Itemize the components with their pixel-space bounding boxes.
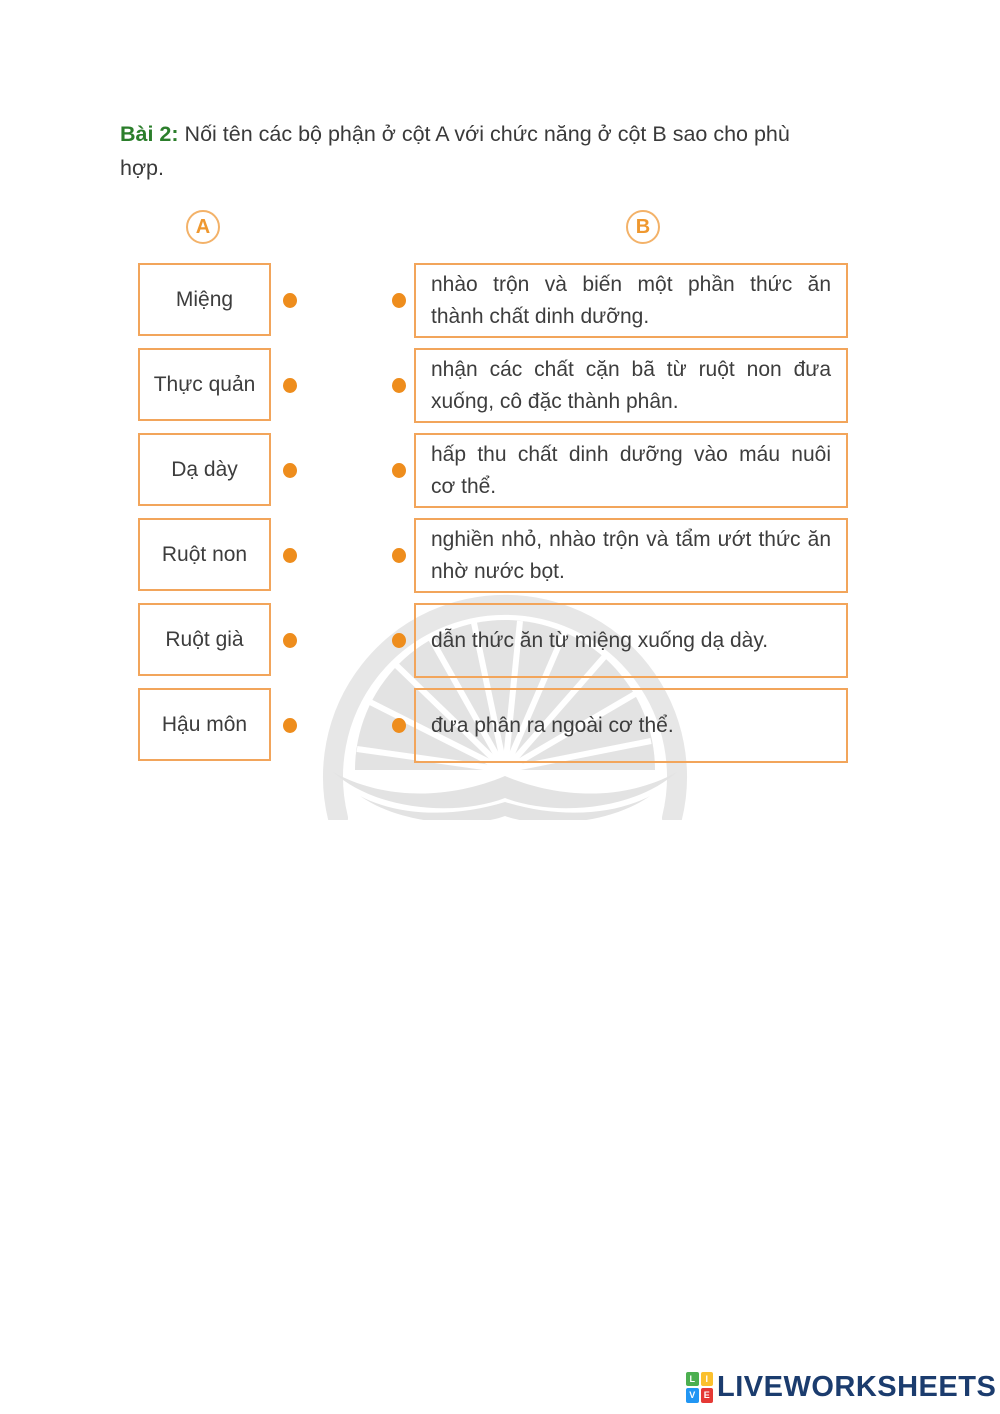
- function-text-line: xuống, cô đặc thành phân.: [431, 390, 679, 413]
- connector-dot-right[interactable]: [392, 548, 406, 563]
- function-text-line: cơ thể.: [431, 475, 497, 498]
- column-b-box: nhào trộn và biến một phần thức ăn thành…: [414, 263, 848, 338]
- connector-dot-left[interactable]: [283, 463, 297, 478]
- connector-dot-left[interactable]: [283, 548, 297, 563]
- function-text-line: nhờ nước bọt.: [431, 560, 565, 583]
- match-row: Ruột già dẫn thức ăn từ miệng xuống dạ d…: [0, 603, 1000, 680]
- column-b-box: đưa phân ra ngoài cơ thể.: [414, 688, 848, 763]
- connector-dot-right[interactable]: [392, 378, 406, 393]
- body-part-label: Miệng: [175, 287, 234, 311]
- exercise-number-label: Bài 2:: [120, 122, 179, 146]
- column-a-box: Dạ dày: [138, 433, 271, 506]
- body-part-label: Ruột già: [165, 627, 244, 651]
- column-b-header-badge: B: [626, 210, 660, 244]
- body-part-label: Hậu môn: [161, 712, 248, 736]
- function-text-line: nhào trộn và biến một phần thức ăn: [431, 273, 831, 296]
- column-b-box: hấp thu chất dinh dưỡng vào máu nuôi cơ …: [414, 433, 848, 508]
- match-row: Miệng nhào trộn và biến một phần thức ăn…: [0, 263, 1000, 340]
- column-a-box: Ruột non: [138, 518, 271, 591]
- function-text-line: thành chất dinh dưỡng.: [431, 305, 650, 328]
- column-a-box: Hậu môn: [138, 688, 271, 761]
- function-text-line: hấp thu chất dinh dưỡng vào máu nuôi: [431, 443, 831, 466]
- function-text-line: nghiền nhỏ, nhào trộn và tẩm ướt thức ăn: [431, 528, 831, 551]
- exercise-instruction-line: Nối tên các bộ phận ở cột A với chức năn…: [184, 122, 790, 146]
- match-row: Ruột non nghiền nhỏ, nhào trộn và tẩm ướ…: [0, 518, 1000, 595]
- match-row: Thực quản nhận các chất cặn bã từ ruột n…: [0, 348, 1000, 425]
- column-b-box: nghiền nhỏ, nhào trộn và tẩm ướt thức ăn…: [414, 518, 848, 593]
- logo-grid-letter: E: [700, 1388, 713, 1403]
- logo-grid-letter: V: [686, 1388, 699, 1403]
- column-a-box: Miệng: [138, 263, 271, 336]
- column-a-box: Ruột già: [138, 603, 271, 676]
- connector-dot-left[interactable]: [283, 293, 297, 308]
- function-text-line: nhận các chất cặn bã từ ruột non đưa: [431, 358, 831, 381]
- connector-dot-right[interactable]: [392, 718, 406, 733]
- logo-grid-letter: I: [700, 1371, 713, 1386]
- body-part-label: Dạ dày: [171, 457, 238, 481]
- publisher-watermark: [323, 594, 687, 820]
- match-row: Dạ dày hấp thu chất dinh dưỡng vào máu n…: [0, 433, 1000, 510]
- match-row: Hậu môn đưa phân ra ngoài cơ thể.: [0, 688, 1000, 765]
- connector-dot-right[interactable]: [392, 633, 406, 648]
- function-text-line: đưa phân ra ngoài cơ thể.: [431, 713, 674, 737]
- exercise-instruction-line: hợp.: [120, 156, 164, 180]
- function-text-line: dẫn thức ăn từ miệng xuống dạ dày.: [431, 628, 769, 652]
- liveworksheets-logo[interactable]: L I V E LIVEWORKSHEETS: [686, 1368, 996, 1406]
- column-a-box: Thực quản: [138, 348, 271, 421]
- connector-dot-left[interactable]: [283, 633, 297, 648]
- page-title: Bài 2: Nối tên các bộ phận ở cột A với c…: [120, 117, 900, 185]
- body-part-label: Ruột non: [161, 542, 248, 566]
- column-a-header-badge: A: [186, 210, 220, 244]
- connector-dot-left[interactable]: [283, 718, 297, 733]
- connector-dot-left[interactable]: [283, 378, 297, 393]
- column-b-box: nhận các chất cặn bã từ ruột non đưa xuố…: [414, 348, 848, 423]
- logo-grid-icon: L I V E: [686, 1371, 713, 1403]
- connector-dot-right[interactable]: [392, 293, 406, 308]
- column-b-box: dẫn thức ăn từ miệng xuống dạ dày.: [414, 603, 848, 678]
- connector-dot-right[interactable]: [392, 463, 406, 478]
- body-part-label: Thực quản: [153, 372, 256, 396]
- brand-wordmark: LIVEWORKSHEETS: [717, 1370, 997, 1403]
- logo-grid-letter: L: [686, 1371, 699, 1386]
